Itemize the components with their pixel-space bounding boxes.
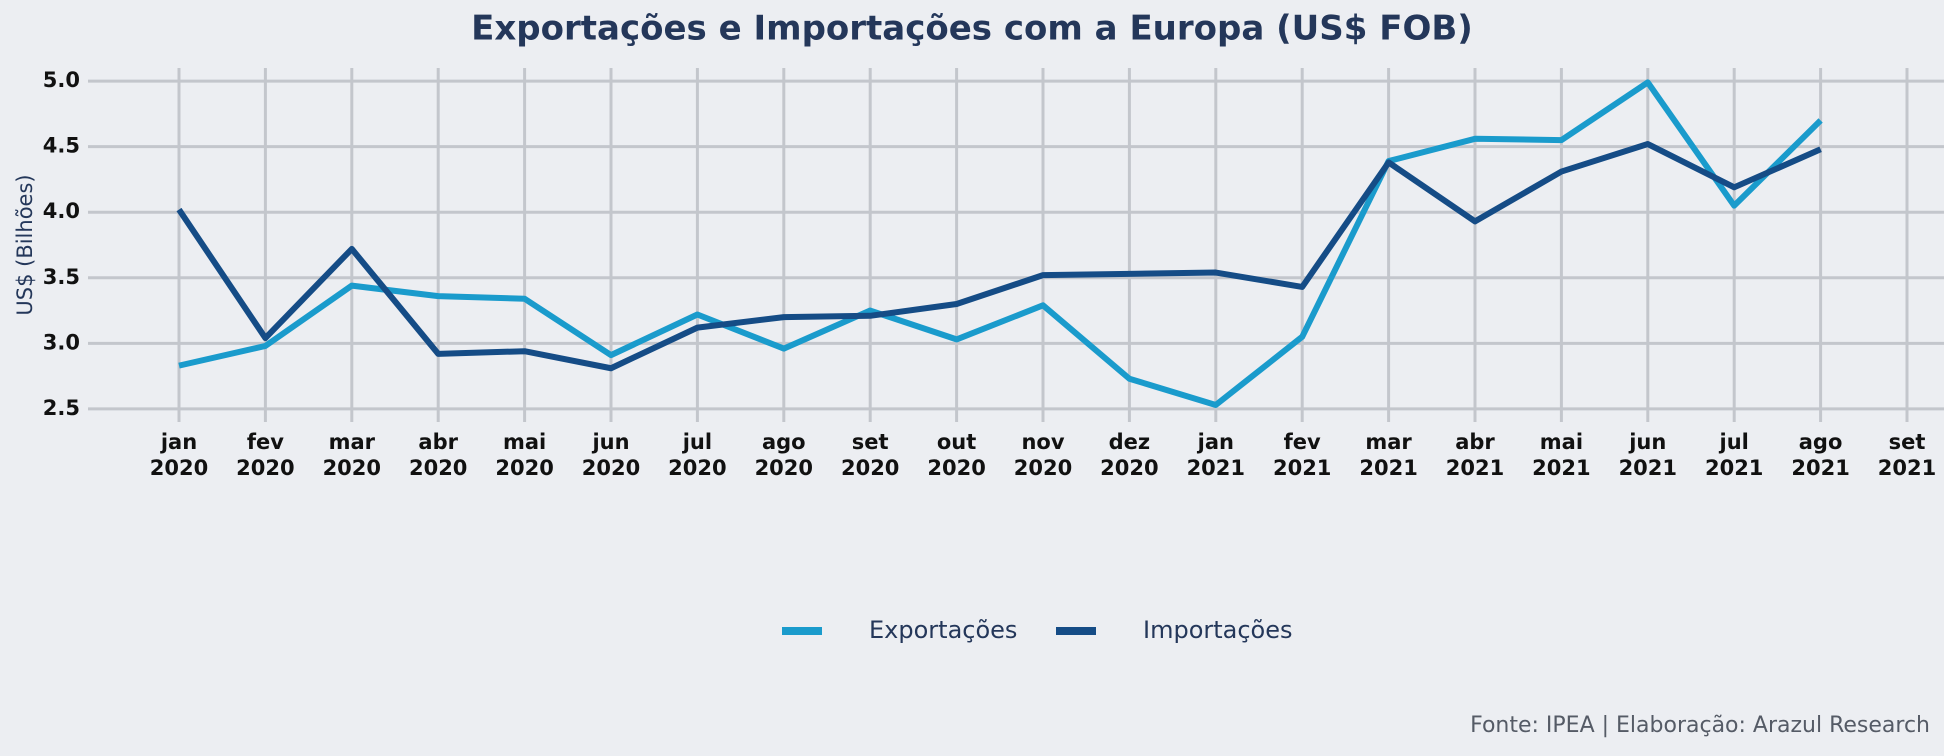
y-tick-label: 4.5 — [43, 134, 80, 158]
x-tick-label: 2021 — [1619, 456, 1677, 480]
x-tick-label: out — [937, 430, 976, 454]
x-tick-label: jul — [1719, 430, 1749, 454]
x-tick-label: 2021 — [1187, 456, 1245, 480]
y-tick-label: 3.5 — [43, 265, 80, 289]
series-line — [178, 79, 1823, 408]
y-tick-label: 4.0 — [43, 199, 80, 223]
grid — [88, 68, 1944, 422]
x-tick-label: 2021 — [1446, 456, 1504, 480]
y-tick-label: 2.5 — [43, 396, 80, 420]
x-tick-label: set — [852, 430, 889, 454]
x-tick-label: 2020 — [668, 456, 726, 480]
x-tick-label: 2021 — [1532, 456, 1590, 480]
x-tick-label: fev — [247, 430, 284, 454]
chart-title: Exportações e Importações com a Europa (… — [471, 9, 1473, 49]
x-tick-label: 2020 — [582, 456, 640, 480]
x-tick-label: 2020 — [1014, 456, 1072, 480]
x-tick-label: dez — [1109, 430, 1151, 454]
legend-label: Exportações — [869, 616, 1017, 644]
x-tick-label: 2021 — [1273, 456, 1331, 480]
x-tick-label: abr — [418, 430, 458, 454]
x-tick-label: jan — [1197, 430, 1234, 454]
x-tick-label: mar — [1365, 430, 1412, 454]
x-tick-label: 2020 — [1100, 456, 1158, 480]
x-tick-label: fev — [1284, 430, 1321, 454]
x-tick-label: jan — [160, 430, 197, 454]
x-tick-label: 2020 — [150, 456, 208, 480]
x-tick-label: ago — [1799, 430, 1843, 454]
x-tick-label: mai — [1540, 430, 1583, 454]
legend-label: Importações — [1143, 616, 1293, 644]
x-tick-label: 2020 — [323, 456, 381, 480]
y-tick-label: 5.0 — [43, 68, 80, 92]
series-line — [176, 141, 1822, 372]
x-tick-label: 2020 — [755, 456, 813, 480]
x-tick-label: mar — [329, 430, 376, 454]
x-tick-label: ago — [762, 430, 806, 454]
y-axis-label: US$ (Bilhões) — [13, 174, 37, 315]
x-tick-label: set — [1889, 430, 1926, 454]
x-tick-label: 2020 — [841, 456, 899, 480]
x-tick-label: mai — [503, 430, 546, 454]
y-tick-label: 3.0 — [43, 330, 80, 354]
x-tick-label: 2020 — [409, 456, 467, 480]
x-tick-label: jul — [682, 430, 712, 454]
x-tick-label: 2020 — [927, 456, 985, 480]
x-tick-label: nov — [1021, 430, 1064, 454]
x-tick-label: 2020 — [495, 456, 553, 480]
x-tick-label: 2021 — [1705, 456, 1763, 480]
x-tick-label: 2021 — [1791, 456, 1849, 480]
x-tick-label: jun — [1628, 430, 1666, 454]
x-tick-label: 2020 — [236, 456, 294, 480]
x-tick-label: abr — [1455, 430, 1495, 454]
source: Fonte: IPEA | Elaboração: Arazul Researc… — [1470, 713, 1930, 738]
x-tick-label: jun — [591, 430, 629, 454]
x-tick-label: 2021 — [1359, 456, 1417, 480]
x-tick-label: 2021 — [1878, 456, 1936, 480]
